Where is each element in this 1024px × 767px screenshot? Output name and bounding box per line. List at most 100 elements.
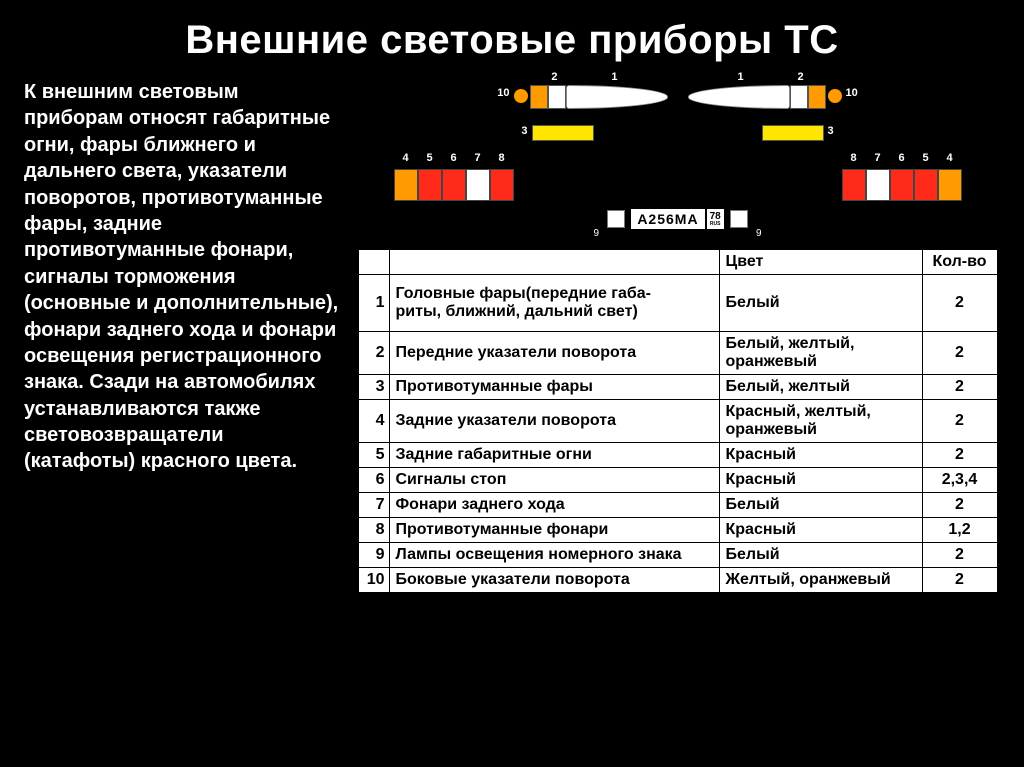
rear-light-label: 8 xyxy=(490,152,514,164)
left-column: К внешним световым приборам относят габа… xyxy=(16,69,347,475)
cell-qty: 2 xyxy=(922,568,997,593)
label-1-left: 1 xyxy=(611,71,617,83)
lights-table: Цвет Кол-во 1Головные фары(передние габа… xyxy=(358,249,998,593)
rear-light-label: 5 xyxy=(914,152,938,164)
cell-name: Головные фары(передние габа-риты, ближни… xyxy=(389,275,719,332)
label-10-right: 10 xyxy=(846,87,858,99)
fog-lamp-left xyxy=(532,125,594,141)
label-1-right: 1 xyxy=(738,71,744,83)
cell-color: Красный xyxy=(719,468,922,493)
rear-light xyxy=(890,169,914,201)
cell-name: Противотуманные фары xyxy=(389,375,719,400)
label-3-left: 3 xyxy=(521,125,527,137)
front-indicator-1-right xyxy=(790,85,808,109)
cell-color: Белый, желтый xyxy=(719,375,922,400)
cell-name: Задние габаритные огни xyxy=(389,443,719,468)
rear-labels-right: 87654 xyxy=(842,152,962,164)
table-row: 2Передние указатели поворотаБелый, желты… xyxy=(358,332,997,375)
cell-color: Белый, желтый, оранжевый xyxy=(719,332,922,375)
cell-name: Сигналы стоп xyxy=(389,468,719,493)
headlamp-right xyxy=(688,85,790,109)
cell-num: 10 xyxy=(358,568,389,593)
rear-light-label: 5 xyxy=(418,152,442,164)
cell-num: 1 xyxy=(358,275,389,332)
front-indicator-1-left xyxy=(548,85,566,109)
slide: Внешние световые приборы ТС К внешним св… xyxy=(0,0,1024,767)
plate-region: 78 RUS xyxy=(705,209,724,229)
rear-lights-left xyxy=(394,169,514,201)
cell-qty: 2 xyxy=(922,443,997,468)
cell-name: Противотуманные фонари xyxy=(389,518,719,543)
cell-color: Белый xyxy=(719,493,922,518)
license-plate-row: А256МА 78 RUS xyxy=(358,207,998,231)
cell-color: Красный, желтый, оранжевый xyxy=(719,400,922,443)
rear-light-label: 8 xyxy=(842,152,866,164)
table-row: 10Боковые указатели поворотаЖелтый, оран… xyxy=(358,568,997,593)
cell-qty: 2 xyxy=(922,543,997,568)
rear-light xyxy=(914,169,938,201)
table-row: 8Противотуманные фонариКрасный1,2 xyxy=(358,518,997,543)
cell-num: 9 xyxy=(358,543,389,568)
cell-color: Красный xyxy=(719,518,922,543)
front-indicator-2-left xyxy=(530,85,548,109)
cell-qty: 2 xyxy=(922,493,997,518)
th-color: Цвет xyxy=(719,250,922,275)
rear-light xyxy=(842,169,866,201)
cell-name: Лампы освещения номерного знака xyxy=(389,543,719,568)
cell-qty: 2 xyxy=(922,400,997,443)
th-name xyxy=(389,250,719,275)
cell-color: Желтый, оранжевый xyxy=(719,568,922,593)
label-3-right: 3 xyxy=(828,125,834,137)
plate-country: RUS xyxy=(710,222,721,227)
rear-light xyxy=(490,169,514,201)
content-columns: К внешним световым приборам относят габа… xyxy=(0,69,1024,593)
table-row: 6Сигналы стопКрасный2,3,4 xyxy=(358,468,997,493)
plate-number: А256МА xyxy=(631,211,704,227)
cell-name: Задние указатели поворота xyxy=(389,400,719,443)
cell-qty: 2 xyxy=(922,332,997,375)
right-column: 1 2 10 3 1 2 10 3 xyxy=(347,69,1008,593)
cell-name: Боковые указатели поворота xyxy=(389,568,719,593)
table-head: Цвет Кол-во xyxy=(358,250,997,275)
label-10-left: 10 xyxy=(497,87,509,99)
rear-light xyxy=(866,169,890,201)
description-text: К внешним световым приборам относят габа… xyxy=(24,79,339,475)
plate-region-num: 78 xyxy=(710,212,721,222)
rear-light-label: 7 xyxy=(866,152,890,164)
rear-light-label: 4 xyxy=(394,152,418,164)
rear-light-label: 7 xyxy=(466,152,490,164)
side-indicator-left xyxy=(514,89,528,103)
cell-num: 2 xyxy=(358,332,389,375)
side-indicator-right xyxy=(828,89,842,103)
table-row: 4Задние указатели поворотаКрасный, желты… xyxy=(358,400,997,443)
cell-num: 3 xyxy=(358,375,389,400)
plate-lamp-left xyxy=(607,210,625,228)
cell-num: 7 xyxy=(358,493,389,518)
front-right-assembly: 1 2 10 3 xyxy=(688,81,853,109)
rear-light xyxy=(442,169,466,201)
rear-light xyxy=(394,169,418,201)
rear-light xyxy=(418,169,442,201)
plate-lamp-right xyxy=(730,210,748,228)
cell-qty: 2 xyxy=(922,275,997,332)
cell-color: Красный xyxy=(719,443,922,468)
table-row: 7Фонари заднего ходаБелый2 xyxy=(358,493,997,518)
label-9-left: 9 xyxy=(594,228,600,239)
cell-qty: 2 xyxy=(922,375,997,400)
rear-light-label: 6 xyxy=(442,152,466,164)
cell-qty: 2,3,4 xyxy=(922,468,997,493)
cell-num: 5 xyxy=(358,443,389,468)
cell-num: 4 xyxy=(358,400,389,443)
rear-light xyxy=(938,169,962,201)
label-9-right: 9 xyxy=(756,228,762,239)
cell-color: Белый xyxy=(719,275,922,332)
label-2-right: 2 xyxy=(798,71,804,83)
rear-lights-right xyxy=(842,169,962,201)
table-body: 1Головные фары(передние габа-риты, ближн… xyxy=(358,275,997,593)
cell-num: 8 xyxy=(358,518,389,543)
license-plate: А256МА 78 RUS xyxy=(629,207,725,231)
table-row: 5Задние габаритные огниКрасный2 xyxy=(358,443,997,468)
rear-labels-left: 45678 xyxy=(394,152,514,164)
vehicle-lights-diagram: 1 2 10 3 1 2 10 3 xyxy=(358,73,998,243)
cell-name: Передние указатели поворота xyxy=(389,332,719,375)
